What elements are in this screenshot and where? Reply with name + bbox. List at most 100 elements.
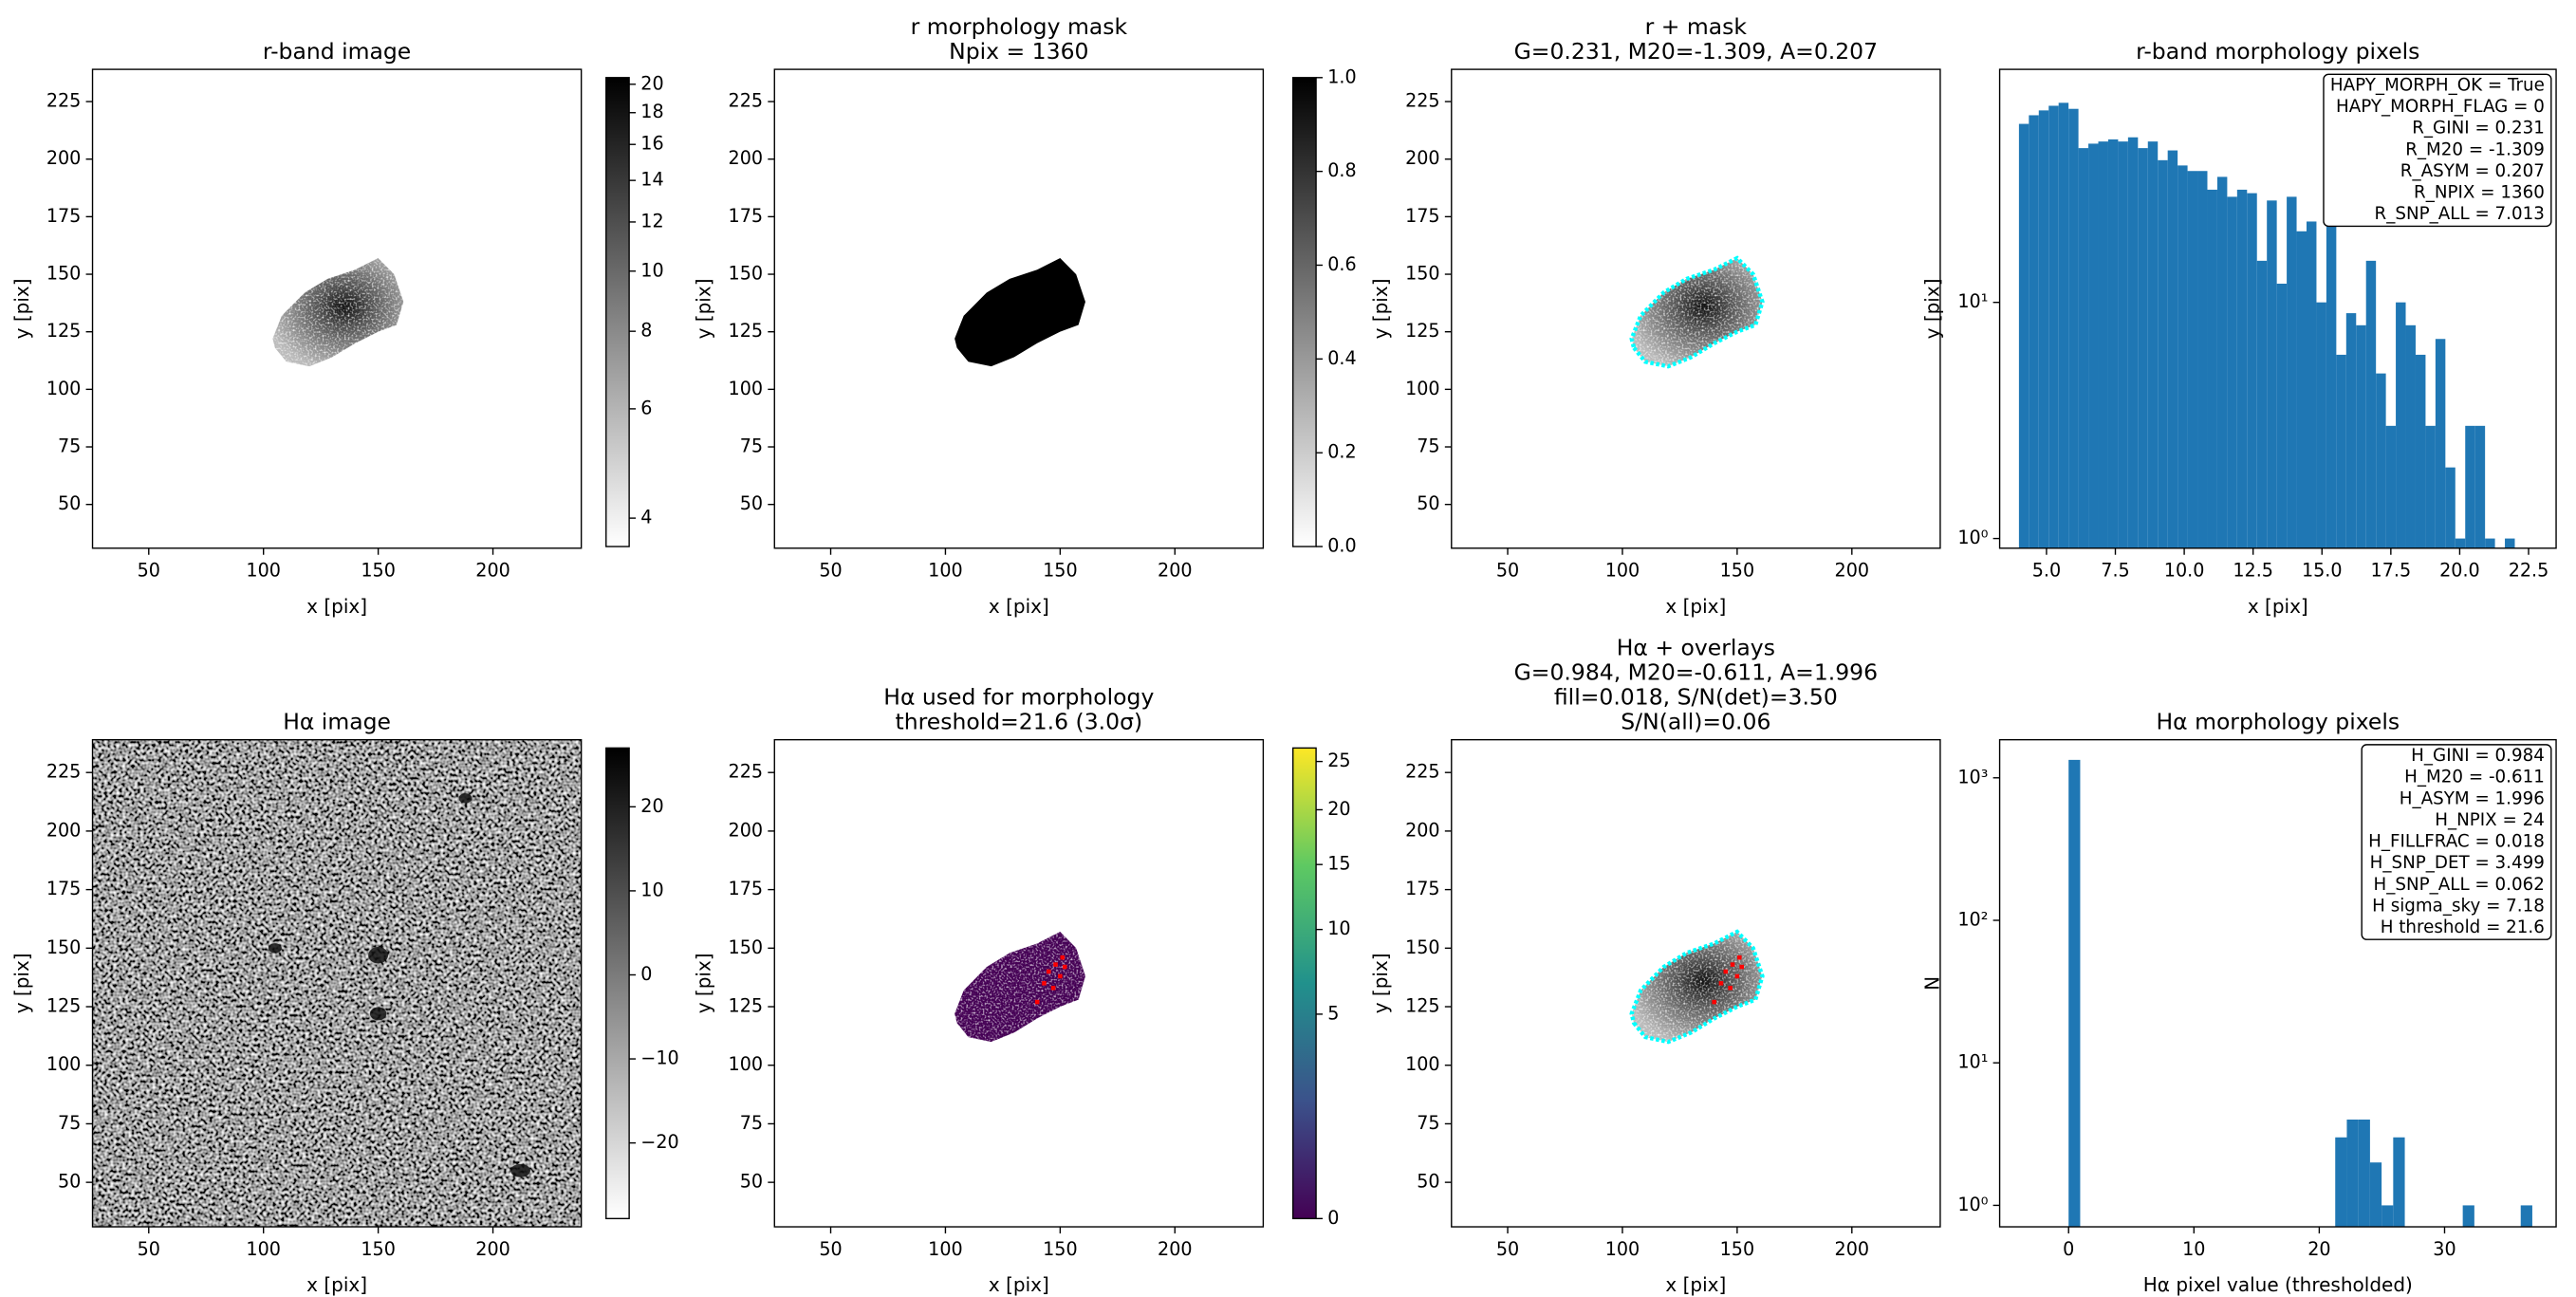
x-tick-label: 200	[475, 560, 510, 582]
x-tick-label: 100	[928, 1238, 963, 1260]
x-tick-label: 150	[361, 560, 396, 582]
galaxy	[1631, 258, 1763, 367]
y-tick-label: 100	[729, 378, 764, 399]
y-tick-label: 150	[729, 263, 764, 285]
y-tick-label: 10²	[1957, 908, 1988, 930]
hist-bar	[2346, 1119, 2359, 1228]
y-tick-label: 50	[58, 492, 81, 514]
y-tick-label: 100	[46, 378, 82, 399]
y-tick-label: 175	[1405, 205, 1440, 227]
axes-frame	[1998, 68, 2557, 549]
x-tick-label: 22.5	[2509, 560, 2549, 582]
y-tick-label: 125	[46, 320, 82, 342]
hist-bar	[2307, 221, 2317, 548]
y-tick-label: 200	[46, 819, 82, 841]
y-tick-label: 225	[46, 761, 82, 783]
hist-bar	[2415, 354, 2426, 548]
y-tick-label: 50	[1417, 492, 1439, 514]
colorbar-tick-label: 16	[640, 133, 663, 155]
y-axis-label: y [pix]	[693, 953, 715, 1013]
detection-pixel	[1060, 954, 1066, 960]
detection-pixel	[1728, 986, 1733, 991]
x-tick-label: 150	[1720, 1238, 1755, 1260]
y-tick-label: 225	[1405, 761, 1440, 783]
axes-frame	[91, 738, 583, 1228]
y-tick-label: 200	[1405, 819, 1440, 841]
hist-bar	[2058, 102, 2069, 548]
colorbar-tick-label: 14	[640, 169, 663, 191]
panel-title: r morphology mask	[911, 13, 1128, 40]
stats-line: R_SNP_ALL = 7.013	[2375, 204, 2545, 224]
hist-bar	[2068, 759, 2081, 1228]
axes-frame	[1451, 738, 1941, 1228]
stats-line: H_FILLFRAC = 0.018	[2368, 832, 2545, 852]
panel-title: Npix = 1360	[949, 38, 1088, 65]
dark-feature	[268, 943, 282, 954]
axes-frame	[1451, 68, 1941, 549]
mask-region	[954, 932, 1085, 1043]
panel-title: G=0.231, M20=-1.309, A=0.207	[1514, 38, 1878, 65]
stats-line: R_ASYM = 0.207	[2400, 161, 2545, 181]
y-tick-label: 150	[729, 936, 764, 958]
y-tick-label: 125	[729, 995, 764, 1017]
hist-bar	[2393, 1137, 2405, 1228]
hist-bar	[2385, 425, 2397, 548]
x-tick-label: 0	[2063, 1238, 2074, 1260]
y-axis-label: y [pix]	[10, 953, 33, 1013]
colorbar	[605, 747, 630, 1220]
mask-region	[954, 258, 1085, 367]
x-tick-label: 100	[928, 560, 963, 582]
x-tick-label: 12.5	[2233, 560, 2273, 582]
x-axis-label: x [pix]	[989, 1273, 1049, 1296]
panel-title: G=0.984, M20=-0.611, A=1.996	[1514, 659, 1878, 686]
y-tick-label: 125	[729, 320, 764, 342]
hist-bar	[2267, 200, 2277, 548]
detection-pixel	[1053, 962, 1058, 967]
y-tick-label: 225	[1405, 90, 1440, 112]
y-tick-label: 75	[58, 435, 81, 457]
hist-bar	[2187, 171, 2198, 548]
stats-line: HAPY_MORPH_OK = True	[2330, 75, 2545, 95]
colorbar-tick-label: 0.2	[1327, 441, 1356, 463]
hist-bar	[2335, 1137, 2347, 1228]
stats-box-frame	[2361, 744, 2552, 940]
hist-bar	[2365, 260, 2377, 548]
colorbar-tick-label: 1.0	[1327, 65, 1356, 87]
y-tick-label: 225	[729, 761, 764, 783]
colorbar-tick-label: 0.6	[1327, 253, 1356, 275]
x-tick-label: 200	[1835, 560, 1870, 582]
colorbar-tick-label: 20	[1327, 798, 1350, 820]
x-tick-label: 150	[1043, 560, 1078, 582]
panel-title: Hα morphology pixels	[2156, 709, 2400, 735]
hist-bar	[2098, 141, 2108, 548]
plot-area	[954, 258, 1085, 367]
x-tick-label: 20	[2307, 1238, 2330, 1260]
hist-bar	[2178, 165, 2188, 548]
hist-bar	[2147, 141, 2159, 548]
panel-title: r + mask	[1645, 13, 1748, 40]
detection-pixel	[1712, 999, 1716, 1005]
hist-bar	[2167, 150, 2178, 548]
hist-bar	[2462, 1205, 2474, 1228]
x-tick-label: 200	[475, 1238, 510, 1260]
hist-bar	[2038, 110, 2049, 548]
y-tick-label: 100	[46, 1053, 82, 1075]
y-axis-label: y [pix]	[10, 278, 33, 339]
hist-bar	[2118, 141, 2128, 548]
plot-area	[2068, 759, 2532, 1228]
y-tick-label: 225	[729, 90, 764, 112]
hist-bar	[2247, 193, 2257, 548]
colorbar-tick-label: −20	[640, 1131, 678, 1153]
plot-area	[272, 258, 404, 367]
stats-line: H_GINI = 0.984	[2411, 746, 2545, 766]
y-axis-label: y [pix]	[1920, 278, 1943, 339]
panel-title: Hα + overlays	[1617, 634, 1775, 660]
detection-pixel	[1739, 964, 1744, 970]
hist-bar	[2138, 148, 2148, 548]
y-tick-label: 50	[1417, 1171, 1439, 1193]
colorbar-tick-label: 18	[640, 101, 663, 122]
plot-area	[1629, 255, 1765, 369]
x-tick-label: 50	[1496, 1238, 1519, 1260]
